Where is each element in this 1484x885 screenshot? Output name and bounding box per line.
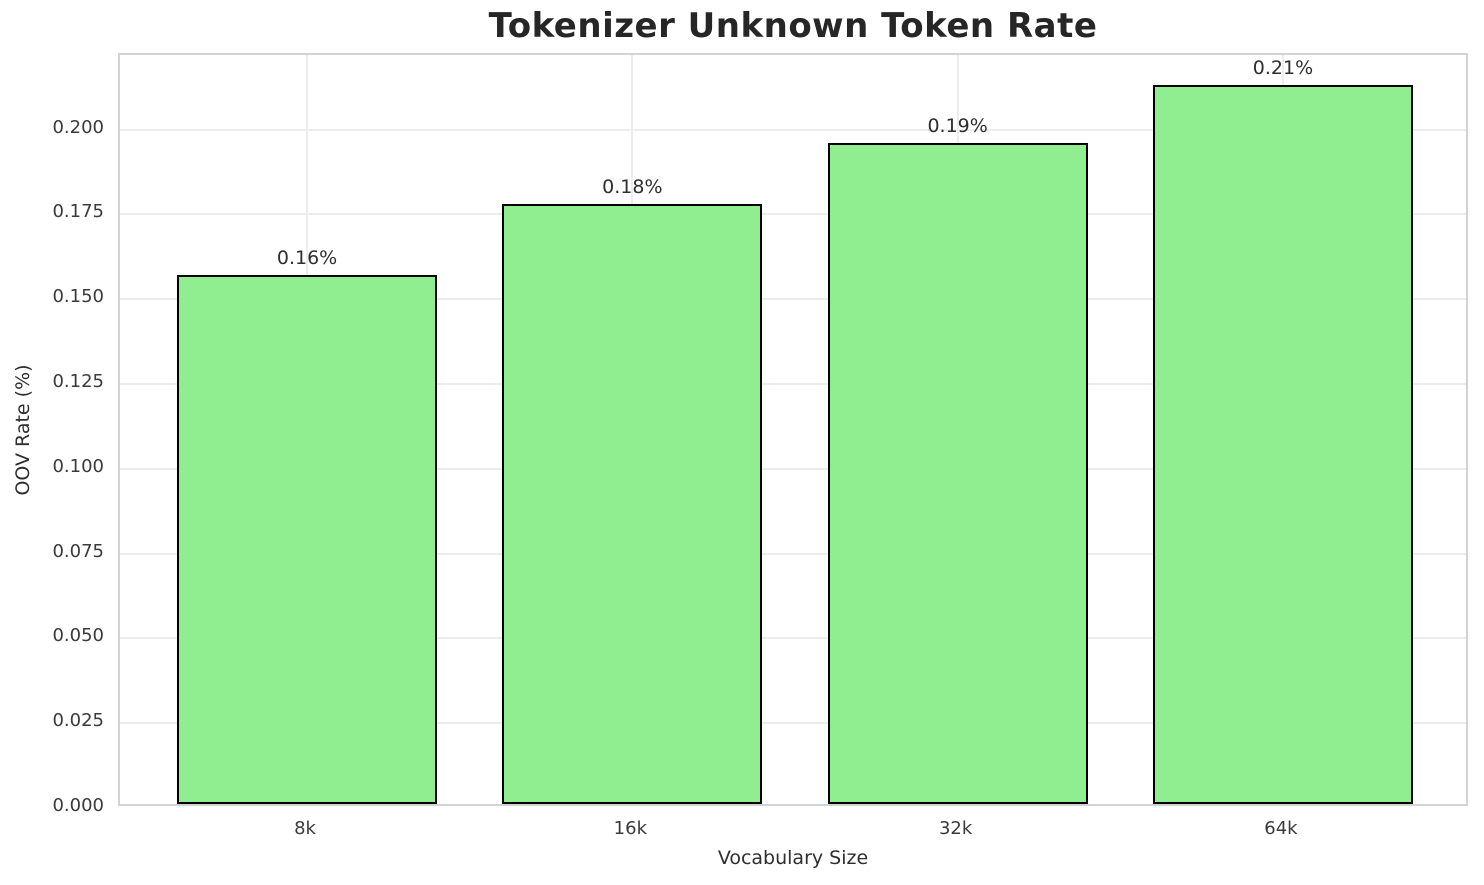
y-tick-label: 0.125 [52,371,104,392]
bar-8k [176,274,438,804]
bar-value-label: 0.19% [927,114,988,137]
bar-64k [1152,84,1414,804]
bar-value-label: 0.16% [276,246,338,269]
bar-16k [502,203,763,804]
y-gridline [120,128,1466,131]
y-tick-label: 0.200 [52,116,104,138]
y-gridline [120,298,1466,301]
plot-area: 0.16% 0.18% 0.19% 0.21% [118,53,1468,806]
chart-title: Tokenizer Unknown Token Rate [488,6,1098,46]
y-gridline [120,637,1466,640]
y-tick-label: 0.150 [52,286,104,308]
y-gridline [120,552,1466,555]
y-tick-label: 0.000 [52,795,104,816]
y-gridline [120,722,1466,725]
y-tick-label: 0.050 [52,625,104,647]
y-tick-label: 0.100 [52,455,104,477]
x-tick-label: 16k [613,818,647,839]
bar-32k [827,142,1088,804]
y-gridline [120,467,1466,470]
y-tick-label: 0.025 [52,710,104,732]
x-tick-label: 32k [938,818,973,839]
bar-value-label: 0.18% [602,175,663,198]
y-tick-label: 0.175 [52,201,104,223]
y-tick-label: 0.075 [52,540,104,562]
x-axis-label: Vocabulary Size [717,847,869,869]
y-gridline [120,383,1466,385]
bar-value-label: 0.21% [1252,56,1314,79]
x-tick-label: 8k [294,818,316,839]
y-gridline [120,213,1466,216]
x-tick-label: 64k [1264,818,1298,839]
